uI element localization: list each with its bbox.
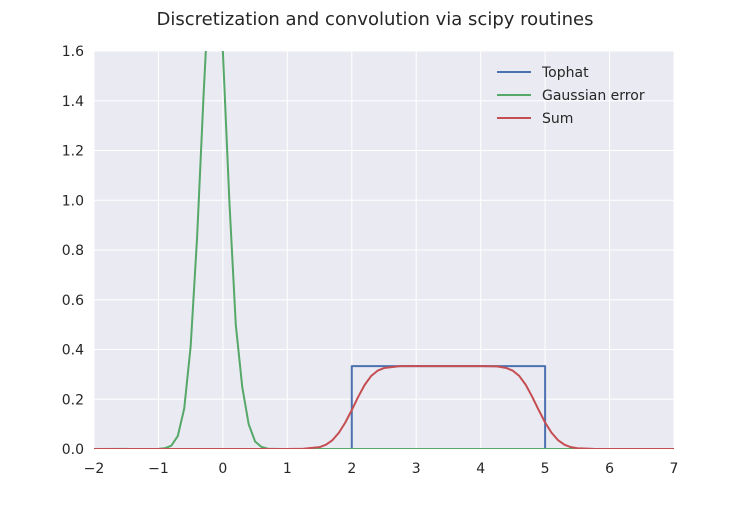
x-tick-label: −2 xyxy=(84,461,105,477)
x-tick-label: 0 xyxy=(218,461,227,477)
legend-label-sum: Sum xyxy=(542,111,573,127)
legend-label-tophat: Tophat xyxy=(541,65,589,81)
y-axis-ticks: 0.0 0.2 0.4 0.6 0.8 1.0 1.2 1.4 1.6 xyxy=(62,44,84,458)
x-tick-label: −1 xyxy=(148,461,169,477)
y-tick-label: 0.2 xyxy=(62,392,84,408)
x-tick-label: 1 xyxy=(283,461,292,477)
chart-title: Discretization and convolution via scipy… xyxy=(157,9,594,30)
y-tick-label: 1.0 xyxy=(62,193,84,209)
legend-label-gaussian-error: Gaussian error xyxy=(542,88,645,104)
x-axis-ticks: −2 −1 0 1 2 3 4 5 6 7 xyxy=(84,461,679,477)
series-group xyxy=(94,51,674,449)
x-tick-label: 5 xyxy=(541,461,550,477)
legend: Tophat Gaussian error Sum xyxy=(497,65,645,127)
y-tick-label: 0.8 xyxy=(62,243,84,259)
x-tick-label: 6 xyxy=(605,461,614,477)
y-tick-label: 1.2 xyxy=(62,144,84,160)
series-line-sum xyxy=(94,365,674,449)
y-tick-label: 0.6 xyxy=(62,293,84,309)
y-tick-label: 1.4 xyxy=(62,94,84,110)
x-tick-label: 3 xyxy=(412,461,421,477)
x-tick-label: 7 xyxy=(670,461,679,477)
y-tick-label: 0.0 xyxy=(62,442,84,458)
x-tick-label: 2 xyxy=(347,461,356,477)
y-tick-label: 1.6 xyxy=(62,44,84,60)
y-tick-label: 0.4 xyxy=(62,343,84,359)
x-tick-label: 4 xyxy=(476,461,485,477)
